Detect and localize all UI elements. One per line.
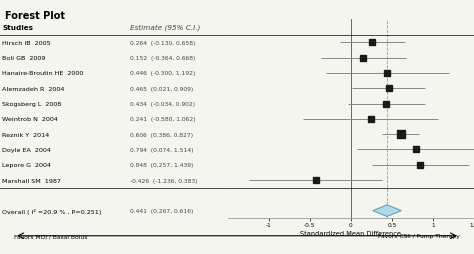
Text: 0.434  (-0.034, 0.902): 0.434 (-0.034, 0.902) — [130, 102, 195, 107]
Text: Hanaire-Broutin HE  2000: Hanaire-Broutin HE 2000 — [2, 71, 83, 76]
Text: 0.606  (0.386, 0.827): 0.606 (0.386, 0.827) — [130, 132, 193, 137]
Text: Hirsch IB  2005: Hirsch IB 2005 — [2, 41, 51, 46]
X-axis label: Standardized Mean Difference: Standardized Mean Difference — [300, 230, 401, 236]
Text: Studies: Studies — [2, 25, 33, 31]
Text: 0.465  (0.021, 0.909): 0.465 (0.021, 0.909) — [130, 86, 193, 91]
Text: 0.241  (-0.580, 1.062): 0.241 (-0.580, 1.062) — [130, 117, 195, 122]
Text: 0.441  (0.267, 0.616): 0.441 (0.267, 0.616) — [130, 208, 193, 213]
Text: 0.152  (-0.364, 0.668): 0.152 (-0.364, 0.668) — [130, 56, 195, 61]
Text: 0.446  (-0.300, 1.192): 0.446 (-0.300, 1.192) — [130, 71, 195, 76]
Text: Lepore G  2004: Lepore G 2004 — [2, 163, 51, 168]
Text: 0.848  (0.257, 1.439): 0.848 (0.257, 1.439) — [130, 163, 193, 168]
Text: Boli GB  2009: Boli GB 2009 — [2, 56, 46, 61]
Text: 0.794  (0.074, 1.514): 0.794 (0.074, 1.514) — [130, 147, 193, 152]
Polygon shape — [373, 205, 401, 217]
Text: Alemzadeh R  2004: Alemzadeh R 2004 — [2, 86, 64, 91]
Text: Doyle EA  2004: Doyle EA 2004 — [2, 147, 51, 152]
Text: -0.426  (-1.236, 0.383): -0.426 (-1.236, 0.383) — [130, 178, 197, 183]
Text: Favors CSII / Pump Therapy: Favors CSII / Pump Therapy — [378, 233, 460, 238]
Text: Estimate (95% C.I.): Estimate (95% C.I.) — [130, 25, 200, 31]
Text: Reznik Y  2014: Reznik Y 2014 — [2, 132, 49, 137]
Text: Favors MDI / Basal Bolus: Favors MDI / Basal Bolus — [14, 233, 87, 238]
Text: Skogsberg L  2008: Skogsberg L 2008 — [2, 102, 62, 107]
Text: Forest Plot: Forest Plot — [5, 11, 65, 21]
Text: Weintrob N  2004: Weintrob N 2004 — [2, 117, 58, 122]
Text: Overall ( I² =20.9 % , P=0.251): Overall ( I² =20.9 % , P=0.251) — [2, 208, 101, 214]
Text: Marshall SM  1987: Marshall SM 1987 — [2, 178, 61, 183]
Text: 0.264  (-0.130, 0.658): 0.264 (-0.130, 0.658) — [130, 41, 195, 46]
